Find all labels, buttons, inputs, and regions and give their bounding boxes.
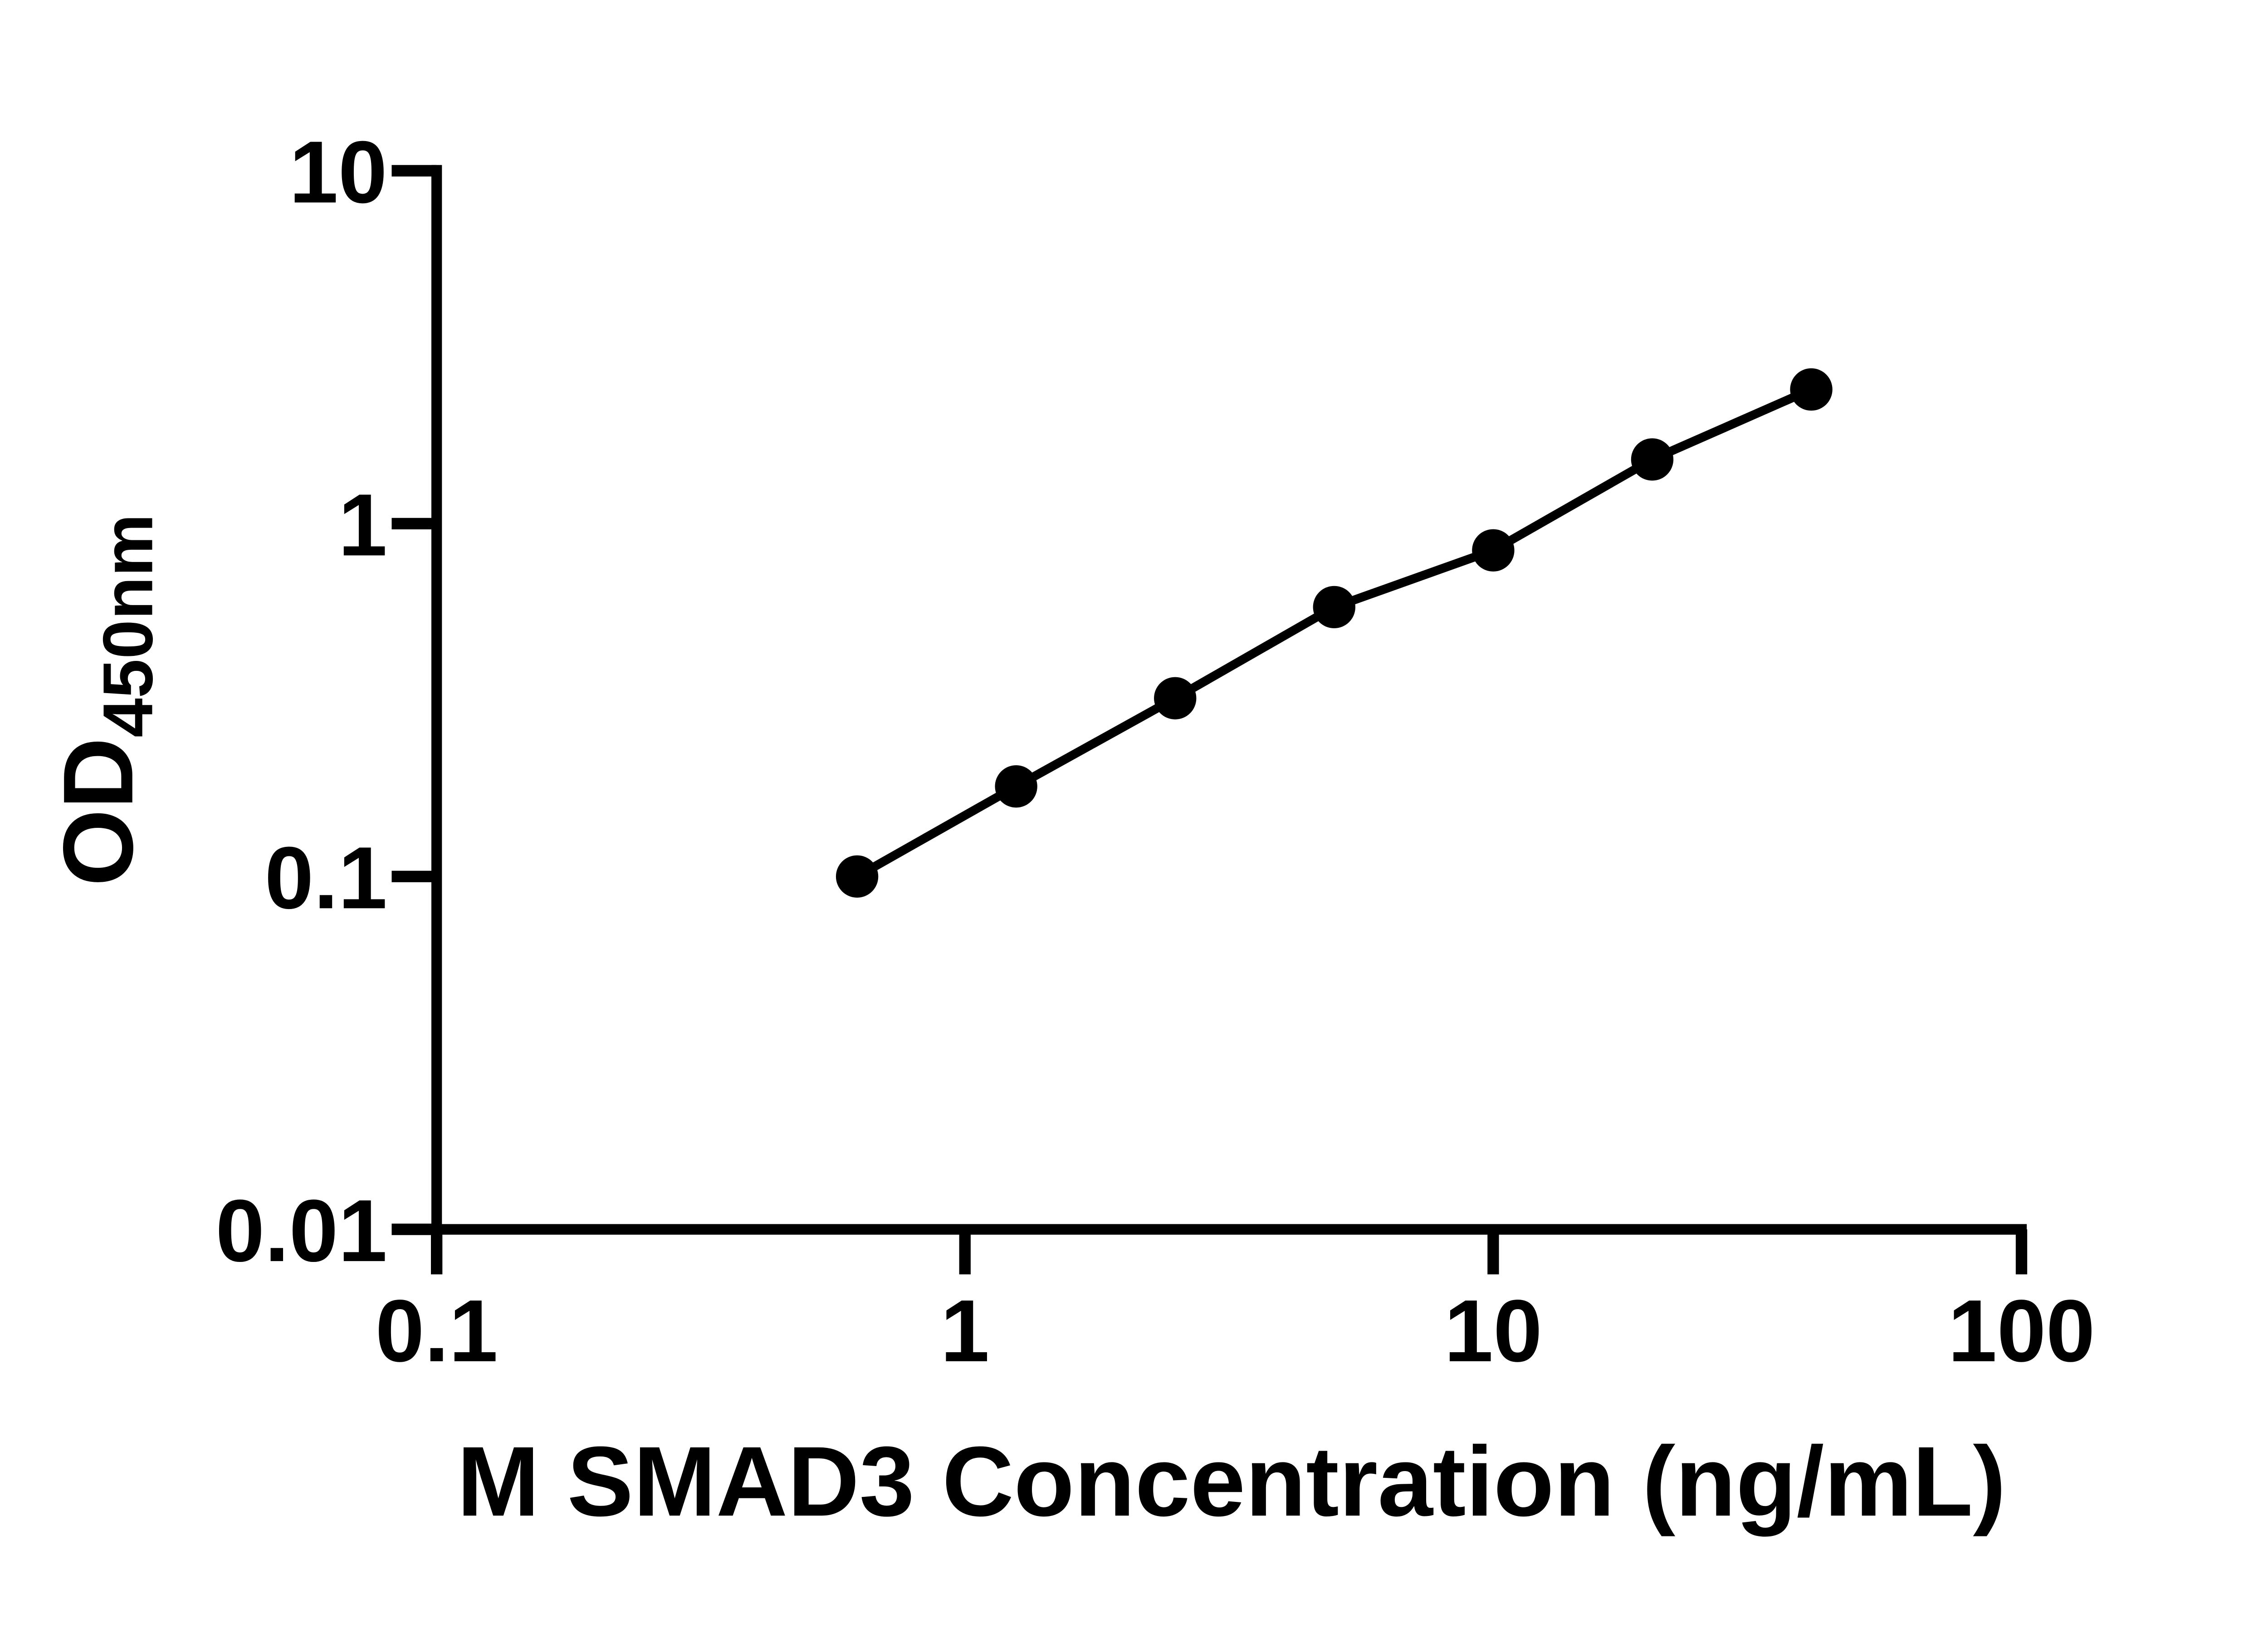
data-point [1313, 586, 1355, 629]
axis-ticks [391, 165, 2028, 1275]
x-tick-label: 100 [1948, 1282, 2095, 1380]
data-point [1154, 677, 1197, 719]
data-point [1631, 438, 1674, 481]
y-axis-title: OD450nm [43, 514, 167, 886]
x-axis-title: M SMAD3 Concentration (ng/mL) [457, 1426, 2006, 1537]
y-tick-label: 0.01 [215, 1182, 387, 1280]
data-point [1472, 529, 1515, 572]
data-point [836, 855, 879, 898]
axes [431, 165, 2027, 1235]
y-tick-label: 1 [338, 476, 387, 574]
data-point [995, 765, 1037, 808]
x-tick-label: 1 [940, 1282, 989, 1380]
y-axis-title-subscript: 450nm [88, 514, 167, 738]
x-tick-label: 0.1 [375, 1282, 498, 1380]
y-axis-title-base: OD [43, 738, 154, 886]
data-series [836, 368, 1833, 898]
y-tick-label: 0.1 [264, 829, 387, 927]
data-point [1790, 368, 1833, 411]
y-tick-label: 10 [289, 123, 387, 221]
x-tick-label: 10 [1444, 1282, 1542, 1380]
